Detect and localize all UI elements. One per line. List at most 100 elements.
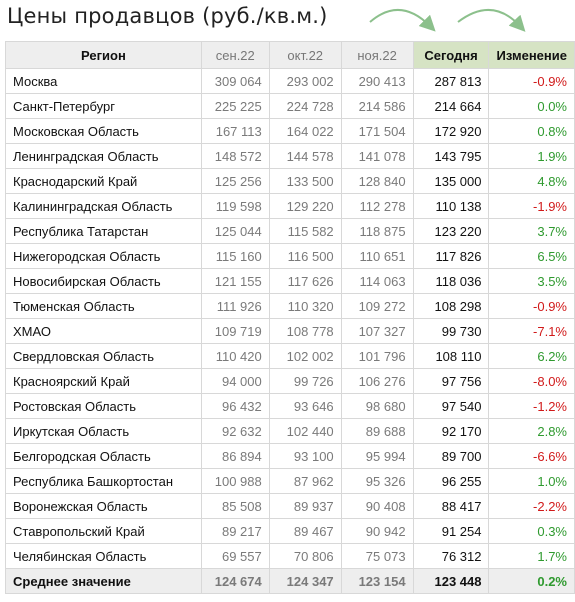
cell-oct: 144 578: [268, 143, 342, 169]
cell-sep: 124 674: [200, 568, 270, 594]
cell-today: 118 036: [412, 268, 490, 294]
cell-change: 3.5%: [488, 268, 575, 294]
table-row: Республика Татарстан 125 044 115 582 118 87…: [5, 218, 575, 244]
cell-region: Нижегородская Область: [5, 243, 202, 269]
cell-nov: 128 840: [340, 168, 414, 194]
cell-oct: 70 806: [268, 543, 342, 569]
cell-sep: 309 064: [200, 68, 270, 94]
cell-change: 6.2%: [488, 343, 575, 369]
cell-change: 1.0%: [488, 468, 575, 494]
cell-today: 123 220: [412, 218, 490, 244]
cell-oct: 293 002: [268, 68, 342, 94]
cell-region: Санкт-Петербург: [5, 93, 202, 119]
cell-today: 117 826: [412, 243, 490, 269]
cell-sep: 94 000: [200, 368, 270, 394]
cell-today: 110 138: [412, 193, 490, 219]
cell-nov: 90 942: [340, 518, 414, 544]
table-row: ХМАО 109 719 108 778 107 327 99 730 -7.1%: [5, 318, 575, 344]
header-row: Регион сен.22 окт.22 ноя.22 Сегодня Изме…: [5, 41, 575, 69]
cell-region: Иркутская Область: [5, 418, 202, 444]
cell-oct: 102 440: [268, 418, 342, 444]
cell-nov: 98 680: [340, 393, 414, 419]
cell-region: Челябинская Область: [5, 543, 202, 569]
cell-today: 91 254: [412, 518, 490, 544]
cell-sep: 89 217: [200, 518, 270, 544]
cell-region: ХМАО: [5, 318, 202, 344]
col-header-sep: сен.22: [200, 41, 270, 69]
cell-oct: 116 500: [268, 243, 342, 269]
cell-sep: 121 155: [200, 268, 270, 294]
cell-change: -2.2%: [488, 493, 575, 519]
table-row: Калининградская Область 119 598 129 220 112…: [5, 193, 575, 219]
cell-sep: 85 508: [200, 493, 270, 519]
cell-nov: 123 154: [340, 568, 414, 594]
cell-today: 108 110: [412, 343, 490, 369]
cell-oct: 115 582: [268, 218, 342, 244]
table-row: Московская Область 167 113 164 022 171 504 1…: [5, 118, 575, 144]
cell-change: 1.9%: [488, 143, 575, 169]
cell-nov: 141 078: [340, 143, 414, 169]
table-row: Свердловская Область 110 420 102 002 101 79…: [5, 343, 575, 369]
cell-oct: 117 626: [268, 268, 342, 294]
cell-region: Новосибирская Область: [5, 268, 202, 294]
cell-change: 4.8%: [488, 168, 575, 194]
cell-oct: 87 962: [268, 468, 342, 494]
cell-change: -6.6%: [488, 443, 575, 469]
cell-nov: 112 278: [340, 193, 414, 219]
cell-region: Красноярский Край: [5, 368, 202, 394]
arrow-curve-icon: [369, 8, 436, 32]
col-header-today: Сегодня: [412, 41, 490, 69]
col-header-nov: ноя.22: [340, 41, 414, 69]
cell-today: 287 813: [412, 68, 490, 94]
cell-oct: 124 347: [268, 568, 342, 594]
table-row: Белгородская Область 86 894 93 100 95 994 89…: [5, 443, 575, 469]
cell-change: 0.2%: [488, 568, 575, 594]
cell-sep: 92 632: [200, 418, 270, 444]
cell-nov: 109 272: [340, 293, 414, 319]
cell-oct: 108 778: [268, 318, 342, 344]
cell-sep: 110 420: [200, 343, 270, 369]
cell-region: Калининградская Область: [5, 193, 202, 219]
cell-sep: 125 044: [200, 218, 270, 244]
cell-change: -0.9%: [488, 293, 575, 319]
total-row: Среднее значение 124 674 124 347 123 154 123…: [5, 568, 575, 594]
cell-region: Воронежская Область: [5, 493, 202, 519]
cell-region: Москва: [5, 68, 202, 94]
cell-today: 97 756: [412, 368, 490, 394]
cell-change: -8.0%: [488, 368, 575, 394]
cell-sep: 96 432: [200, 393, 270, 419]
cell-region: Тюменская Область: [5, 293, 202, 319]
table-row: Нижегородская Область 115 160 116 500 110 6…: [5, 243, 575, 269]
cell-oct: 164 022: [268, 118, 342, 144]
cell-oct: 224 728: [268, 93, 342, 119]
cell-today: 96 255: [412, 468, 490, 494]
cell-change: 0.8%: [488, 118, 575, 144]
cell-sep: 69 557: [200, 543, 270, 569]
cell-today: 99 730: [412, 318, 490, 344]
col-header-region: Регион: [5, 41, 202, 69]
cell-region: Московская Область: [5, 118, 202, 144]
cell-sep: 125 256: [200, 168, 270, 194]
table-row: Ростовская Область 96 432 93 646 98 680 97 5…: [5, 393, 575, 419]
col-header-oct: окт.22: [268, 41, 342, 69]
cell-nov: 110 651: [340, 243, 414, 269]
cell-nov: 90 408: [340, 493, 414, 519]
cell-oct: 102 002: [268, 343, 342, 369]
arrow-curve-icon: [457, 8, 526, 32]
cell-today: 89 700: [412, 443, 490, 469]
cell-today: 123 448: [412, 568, 490, 594]
table-row: Краснодарский Край 125 256 133 500 128 840 1…: [5, 168, 575, 194]
cell-region: Среднее значение: [5, 568, 202, 594]
cell-oct: 93 646: [268, 393, 342, 419]
cell-oct: 110 320: [268, 293, 342, 319]
table-row: Иркутская Область 92 632 102 440 89 688 92 1…: [5, 418, 575, 444]
cell-today: 108 298: [412, 293, 490, 319]
table-row: Ставропольский Край 89 217 89 467 90 942 91 …: [5, 518, 575, 544]
cell-oct: 133 500: [268, 168, 342, 194]
cell-today: 172 920: [412, 118, 490, 144]
cell-oct: 89 937: [268, 493, 342, 519]
cell-region: Свердловская Область: [5, 343, 202, 369]
table-row: Ленинградская Область 148 572 144 578 141 0…: [5, 143, 575, 169]
cell-change: -1.9%: [488, 193, 575, 219]
cell-nov: 89 688: [340, 418, 414, 444]
